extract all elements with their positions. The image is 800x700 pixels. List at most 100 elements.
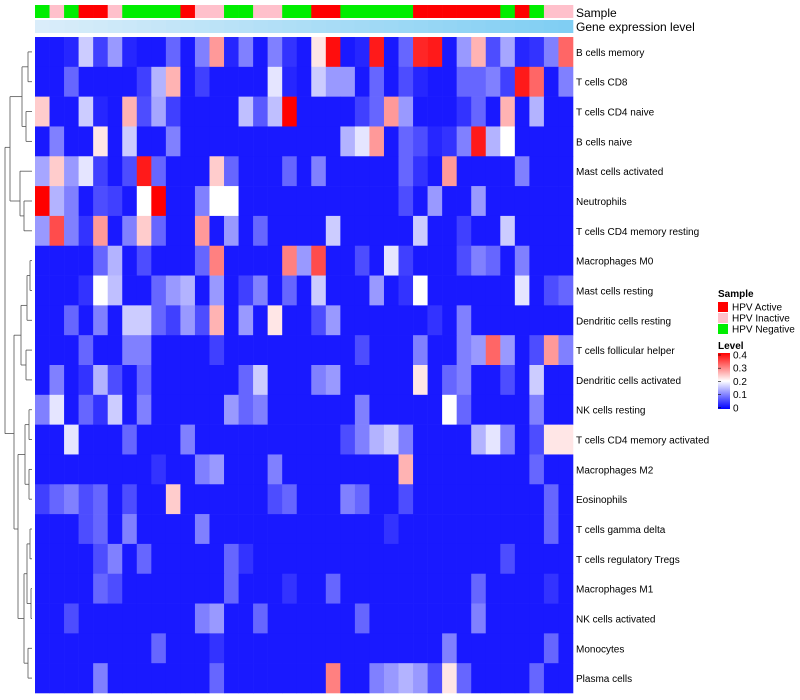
heatmap-cell <box>238 514 254 545</box>
heatmap-cell <box>325 543 341 575</box>
heatmap-cell <box>514 335 530 366</box>
heatmap-cell <box>456 275 472 306</box>
heatmap-cell <box>180 186 196 217</box>
heatmap-cell <box>122 365 138 396</box>
heatmap-cell <box>543 66 559 97</box>
sample-annotation-cell <box>224 5 239 18</box>
heatmap-cell <box>122 215 138 247</box>
heatmap-cell <box>514 186 530 217</box>
heatmap-cell <box>485 603 501 634</box>
heatmap-cell <box>282 603 298 634</box>
heatmap-cell <box>383 633 399 664</box>
level-colorbar <box>718 353 730 409</box>
heatmap-cell <box>558 37 574 68</box>
heatmap-cell <box>340 186 356 217</box>
heatmap-cell <box>369 215 385 247</box>
heatmap-cell <box>49 335 65 366</box>
heatmap-cell <box>253 156 268 187</box>
expression-annotation-cell <box>311 20 327 33</box>
heatmap-cell <box>471 514 487 545</box>
heatmap-cell <box>471 365 487 396</box>
sample-annotation-cell <box>267 5 283 18</box>
heatmap-cell <box>209 96 225 127</box>
heatmap-cell <box>267 275 283 306</box>
expression-annotation-cell <box>64 20 79 33</box>
heatmap-cell <box>107 156 123 187</box>
heatmap-cell <box>296 365 312 396</box>
heatmap-cell <box>180 156 196 187</box>
heatmap-cell <box>209 126 225 157</box>
row-label: Mast cells resting <box>576 286 653 297</box>
heatmap-cell <box>296 514 312 545</box>
heatmap-cell <box>180 215 196 247</box>
heatmap-cell <box>529 66 545 97</box>
heatmap-cell <box>209 514 225 545</box>
heatmap-cell <box>442 573 457 604</box>
heatmap-cell <box>456 96 472 127</box>
heatmap-cell <box>325 514 341 545</box>
expression-annotation-cell <box>427 20 443 33</box>
sample-annotation-label: Sample <box>576 6 617 20</box>
heatmap-cell <box>165 365 181 396</box>
heatmap-cell <box>514 275 530 306</box>
heatmap-cell <box>64 603 79 634</box>
heatmap-cell <box>311 573 327 604</box>
heatmap-cell <box>180 543 196 575</box>
heatmap-cell <box>224 633 239 664</box>
heatmap-cell <box>296 186 312 217</box>
level-legend-tick-label: 0 <box>733 403 739 414</box>
heatmap-cell <box>471 186 487 217</box>
heatmap-cell <box>383 305 399 336</box>
heatmap-cell <box>413 245 428 276</box>
sample-annotation-cell <box>122 5 138 18</box>
heatmap-cell <box>369 186 385 217</box>
heatmap-cell <box>64 543 79 575</box>
heatmap-cell <box>165 275 181 306</box>
heatmap-cell <box>529 365 545 396</box>
heatmap-cell <box>209 215 225 247</box>
level-legend-tick-label: 0.3 <box>733 364 747 375</box>
heatmap-cell <box>224 454 239 485</box>
heatmap-cell <box>427 186 443 217</box>
heatmap-cell <box>558 305 574 336</box>
heatmap-cell <box>383 573 399 604</box>
heatmap-cell <box>253 573 268 604</box>
heatmap-cell <box>543 126 559 157</box>
heatmap-cell <box>78 96 94 127</box>
heatmap-cell <box>340 663 356 694</box>
heatmap-cell <box>442 335 457 366</box>
heatmap-cell <box>311 275 327 306</box>
heatmap-cell <box>93 633 109 664</box>
heatmap-cell <box>35 126 50 157</box>
heatmap-cell <box>383 394 399 425</box>
heatmap-cell <box>78 424 94 455</box>
heatmap-cell <box>558 245 574 276</box>
heatmap-cell <box>427 156 443 187</box>
heatmap-cell <box>485 424 501 455</box>
heatmap-cell <box>194 424 210 455</box>
heatmap-cell <box>311 186 327 217</box>
heatmap-cell <box>383 424 399 455</box>
heatmap-cell <box>194 215 210 247</box>
heatmap-cell <box>49 663 65 694</box>
heatmap-cell <box>296 96 312 127</box>
heatmap-cell <box>383 663 399 694</box>
heatmap-cell <box>325 156 341 187</box>
heatmap-cell <box>311 484 327 515</box>
heatmap-cell <box>238 454 254 485</box>
heatmap-cell <box>282 484 298 515</box>
sample-annotation-cell <box>398 5 414 18</box>
heatmap-cell <box>282 573 298 604</box>
heatmap-cell <box>529 37 545 68</box>
heatmap-cell <box>238 245 254 276</box>
heatmap-cell <box>369 335 385 366</box>
heatmap-cell <box>224 603 239 634</box>
heatmap-cell <box>64 156 79 187</box>
row-label: Neutrophils <box>576 197 627 208</box>
heatmap-cell <box>413 305 428 336</box>
heatmap-cell <box>253 394 268 425</box>
heatmap-cell <box>471 543 487 575</box>
expression-annotation-cell <box>165 20 181 33</box>
heatmap-cell <box>471 215 487 247</box>
heatmap-cell <box>253 275 268 306</box>
